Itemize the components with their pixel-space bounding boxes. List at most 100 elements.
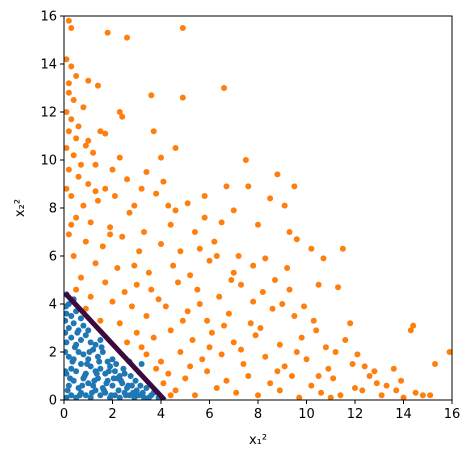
series-0-point — [94, 353, 101, 360]
series-1-point — [267, 380, 274, 387]
series-1-point — [335, 284, 342, 291]
series-1-point — [64, 185, 70, 192]
series-1-point — [172, 387, 179, 394]
series-1-point — [64, 109, 70, 115]
series-1-point — [70, 253, 77, 259]
series-0-point — [65, 353, 72, 360]
series-1-point — [315, 373, 322, 379]
series-1-point — [390, 365, 397, 372]
series-1-point — [179, 94, 186, 101]
series-1-point — [352, 385, 358, 391]
series-1-point — [412, 389, 419, 396]
series-1-point — [65, 128, 72, 135]
series-1-point — [221, 85, 228, 91]
series-1-point — [109, 298, 116, 305]
series-1-point — [310, 317, 317, 324]
series-1-point — [286, 286, 293, 293]
series-0-point — [97, 337, 104, 343]
series-1-point — [184, 200, 191, 207]
series-1-point — [269, 305, 276, 312]
series-1-point — [196, 245, 203, 252]
series-0-point — [82, 332, 89, 339]
series-1-point — [82, 238, 89, 245]
series-1-point — [274, 368, 281, 375]
series-0-point — [69, 358, 76, 365]
series-1-point — [65, 231, 72, 238]
series-1-point — [230, 269, 237, 276]
series-1-point — [303, 356, 310, 363]
series-1-point — [325, 365, 332, 372]
x-axis-label: x₁² — [249, 433, 267, 448]
series-1-point — [218, 219, 225, 226]
series-1-point — [148, 286, 155, 293]
series-1-point — [85, 77, 92, 84]
series-1-point — [124, 339, 131, 346]
series-1-point — [167, 327, 174, 334]
series-1-point — [250, 262, 257, 269]
series-1-point — [116, 320, 123, 327]
series-1-point — [131, 202, 138, 209]
series-0-point — [98, 344, 105, 351]
series-1-point — [167, 392, 174, 399]
series-0-point — [77, 315, 84, 322]
series-1-point — [85, 137, 92, 144]
series-1-point — [315, 281, 322, 288]
series-1-point — [313, 327, 320, 334]
series-1-point — [216, 293, 223, 300]
series-1-point — [65, 166, 72, 173]
series-1-point — [255, 392, 261, 399]
y-tick-label: 12 — [40, 106, 57, 121]
series-1-point — [211, 238, 218, 245]
series-1-point — [354, 351, 361, 358]
series-1-point — [87, 219, 94, 226]
series-0-point — [80, 351, 87, 358]
series-1-point — [90, 149, 97, 156]
series-0-point — [111, 368, 118, 375]
y-tick-label: 2 — [49, 346, 57, 361]
series-0-point — [104, 358, 111, 365]
series-1-point — [174, 279, 181, 286]
x-tick-label: 0 — [60, 407, 68, 422]
series-1-point — [235, 253, 242, 259]
series-1-point — [150, 334, 157, 341]
series-1-point — [208, 329, 215, 336]
series-0-point — [79, 382, 86, 389]
series-1-point — [124, 34, 131, 41]
series-1-point — [322, 344, 329, 351]
x-tick-label: 8 — [254, 407, 262, 422]
series-1-point — [230, 339, 237, 346]
series-0-point — [75, 349, 82, 355]
series-1-point — [247, 320, 254, 327]
series-1-point — [172, 207, 179, 214]
series-0-point — [139, 389, 146, 396]
series-0-point — [85, 356, 92, 363]
series-1-point — [250, 298, 257, 305]
series-0-point — [84, 361, 91, 367]
series-0-point — [64, 349, 69, 355]
series-1-point — [213, 253, 220, 259]
series-0-point — [96, 358, 103, 365]
series-1-point — [410, 322, 417, 329]
series-0-point — [127, 373, 134, 379]
series-0-point — [64, 395, 69, 400]
y-tick-label: 0 — [49, 394, 57, 409]
series-0-point — [86, 349, 93, 355]
series-1-point — [230, 207, 237, 214]
x-tick-label: 12 — [347, 407, 364, 422]
series-1-point — [255, 221, 261, 228]
series-1-point — [218, 351, 225, 358]
series-1-point — [160, 178, 167, 185]
series-1-point — [257, 325, 264, 331]
series-1-point — [77, 161, 84, 168]
series-1-point — [184, 308, 191, 315]
series-1-point — [245, 183, 252, 190]
series-0-point — [82, 392, 89, 399]
series-1-point — [213, 385, 220, 391]
series-1-point — [242, 157, 249, 163]
series-1-point — [68, 221, 75, 228]
series-1-point — [296, 394, 303, 400]
series-1-point — [298, 334, 305, 341]
series-1-point — [291, 183, 298, 190]
y-tick-label: 8 — [49, 202, 57, 217]
